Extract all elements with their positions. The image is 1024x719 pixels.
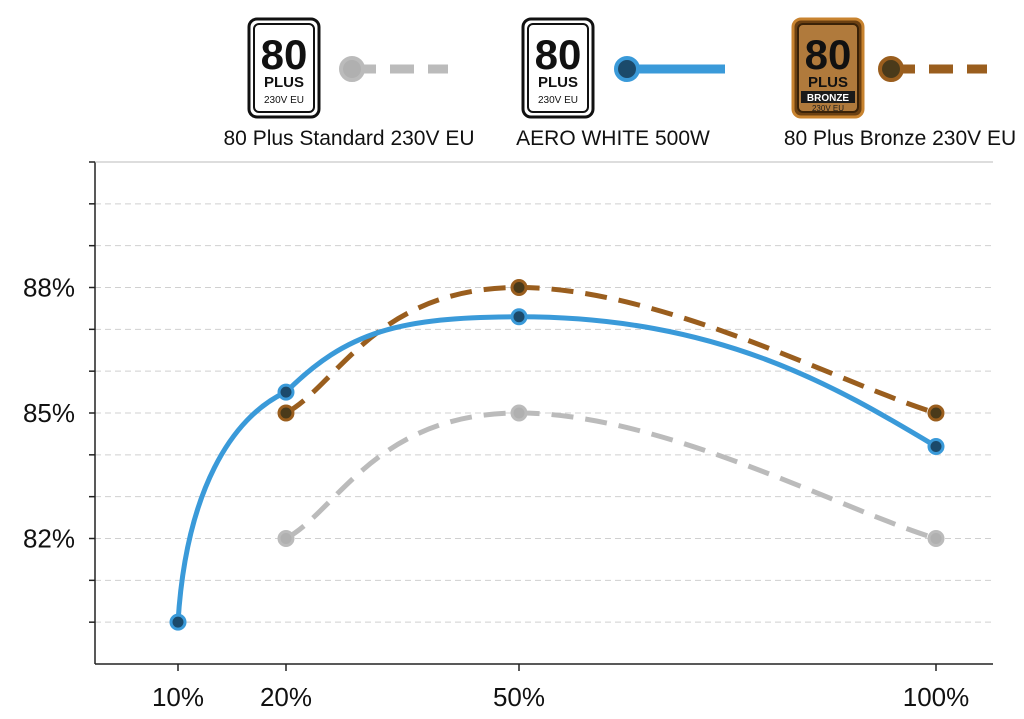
series-line xyxy=(175,314,938,623)
x-tick-label: 20% xyxy=(260,682,312,712)
data-point xyxy=(510,404,528,422)
legend-label: AERO WHITE 500W xyxy=(516,127,710,150)
badge-number: 80 xyxy=(261,31,308,78)
badge-plus: PLUS xyxy=(538,74,578,91)
data-point xyxy=(277,530,295,547)
data-point xyxy=(927,530,945,547)
gridlines xyxy=(95,161,993,623)
badge-number: 80 xyxy=(535,31,582,78)
legend-marker xyxy=(878,56,904,82)
badge-tier: BRONZE xyxy=(807,93,850,104)
x-tick-label: 100% xyxy=(903,682,970,712)
legend-label: 80 Plus Standard 230V EU xyxy=(224,127,475,150)
tick-labels: 10% 20% 50% 100% 82% 85% 88% xyxy=(23,273,969,713)
series-layer xyxy=(169,279,945,631)
badge-plus: PLUS xyxy=(808,74,848,91)
badge-inner xyxy=(527,23,589,113)
series-line xyxy=(284,410,937,541)
y-tick-label: 82% xyxy=(23,524,75,554)
y-tick-label: 85% xyxy=(23,398,75,428)
data-point xyxy=(277,404,295,422)
badge-tier-bar xyxy=(801,91,855,103)
badge-sub: 230V EU xyxy=(538,95,578,106)
badge-inner xyxy=(253,23,315,113)
badge-sub: 230V EU xyxy=(812,104,844,113)
badge-sub: 230V EU xyxy=(264,95,304,106)
axes xyxy=(89,161,993,671)
data-point xyxy=(169,613,187,631)
legend-label: 80 Plus Bronze 230V EU xyxy=(784,127,1016,150)
badge-inner xyxy=(797,23,859,113)
data-point xyxy=(927,437,945,455)
data-point xyxy=(927,404,945,422)
x-tick-label: 10% xyxy=(152,682,204,712)
data-point xyxy=(510,279,528,296)
badge-number: 80 xyxy=(805,31,852,78)
data-point xyxy=(277,383,295,401)
legend-marker xyxy=(339,56,365,82)
x-tick-label: 50% xyxy=(493,682,545,712)
badge-plus: PLUS xyxy=(264,74,304,91)
legend-marker xyxy=(614,56,640,82)
data-point xyxy=(510,308,528,326)
y-tick-label: 88% xyxy=(23,273,75,303)
series-line xyxy=(284,284,937,416)
